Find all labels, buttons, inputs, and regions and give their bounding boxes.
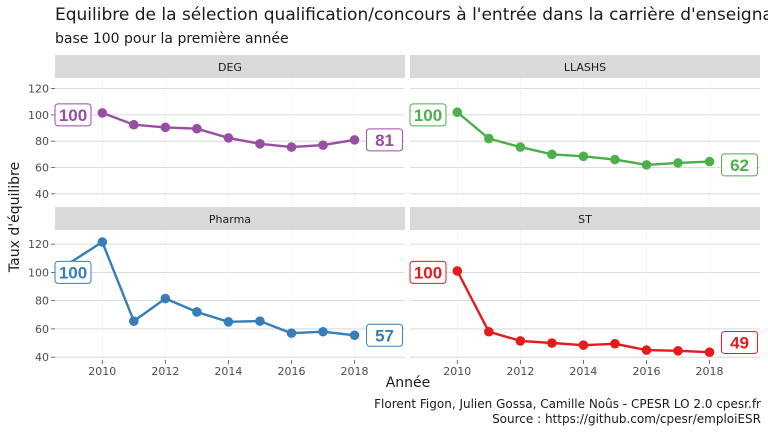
panel-st: ST 2010 2012 2014 2016 2018 100 49 (409, 207, 760, 378)
end-value-label: 57 (375, 326, 394, 345)
data-point-2014 (578, 151, 589, 162)
end-value-label-box (366, 128, 404, 152)
y-tick-label: 120 (28, 83, 49, 96)
facet-strip-label: Pharma (209, 213, 251, 226)
data-point-2018 (349, 135, 360, 145)
y-tick-label: 80 (35, 295, 49, 308)
y-axis-title: Taux d'équilibre (7, 162, 23, 273)
data-point-2017 (318, 140, 328, 150)
y-tick-label: 100 (28, 266, 49, 279)
data-point-2015 (255, 316, 265, 326)
caption-source: Source : https://github.com/cpesr/emploi… (492, 412, 761, 426)
start-value-label-box (409, 103, 447, 127)
facet-strip-label: DEG (218, 61, 242, 74)
panels: DEG 40 60 80 100 120 100 81 LLASHS 100 62 Pharma 40 6… (28, 55, 760, 378)
data-point-2018 (704, 156, 715, 167)
series-pharma (55, 237, 360, 341)
y-tick-label: 60 (35, 323, 49, 336)
y-tick-label: 60 (35, 162, 49, 175)
data-point-2018 (704, 347, 715, 358)
data-point-2017 (318, 326, 328, 337)
y-tick-label: 120 (28, 238, 49, 251)
data-point-2016 (641, 160, 652, 170)
data-point-2016 (286, 142, 297, 152)
data-point-2018 (349, 330, 360, 341)
data-point-2012 (160, 293, 171, 304)
x-axis-title: Année (386, 375, 431, 391)
x-tick-label: 2018 (341, 365, 369, 378)
data-point-2014 (223, 317, 234, 327)
data-point-2017 (673, 346, 683, 356)
data-point-2010 (97, 108, 108, 118)
facet-strip (410, 55, 760, 78)
data-point-2012 (515, 336, 526, 346)
x-tick-label: 2012 (506, 365, 534, 378)
data-point-2015 (610, 154, 620, 165)
series-line (55, 240, 355, 337)
data-point-2014 (223, 133, 234, 143)
panel-pharma: Pharma 40 60 80 100 120 2010 2012 2014 2016 2018 10… (28, 207, 405, 378)
facet-strip-label: ST (578, 213, 592, 226)
end-value-label: 81 (375, 131, 394, 150)
y-tick-label: 80 (35, 135, 49, 148)
data-point-2012 (515, 142, 526, 152)
y-tick-label: 100 (28, 109, 49, 122)
panel-llashs: LLASHS 100 62 (409, 55, 760, 207)
data-point-2011 (129, 119, 139, 130)
x-tick-label: 2016 (632, 365, 660, 378)
y-tick-label: 40 (35, 351, 49, 364)
series-deg (97, 108, 360, 152)
series-llashs (452, 107, 715, 170)
end-value-label: 49 (730, 333, 749, 352)
y-tick-label: 40 (35, 188, 49, 201)
data-point-2013 (547, 149, 557, 160)
data-point-2015 (610, 338, 620, 349)
data-point-2016 (641, 345, 652, 355)
data-point-2016 (286, 328, 297, 338)
data-point-2011 (484, 326, 494, 337)
data-point-2010 (452, 107, 463, 118)
data-point-2015 (255, 139, 265, 149)
end-value-label: 62 (730, 156, 749, 175)
end-value-label-box (721, 330, 759, 354)
end-value-label-box (366, 323, 404, 347)
data-point-2013 (547, 338, 557, 348)
series-st (452, 266, 715, 358)
data-point-2017 (673, 158, 683, 168)
start-value-label: 100 (414, 263, 442, 282)
chart-subtitle: base 100 pour la première année (55, 31, 289, 47)
chart-title: Equilibre de la sélection qualification/… (55, 5, 768, 25)
start-value-label: 100 (59, 263, 87, 282)
start-value-label: 100 (414, 106, 442, 125)
panel-deg: DEG 40 60 80 100 120 100 81 (28, 55, 405, 207)
x-tick-label: 2014 (569, 365, 597, 378)
facet-strip (55, 207, 405, 230)
start-value-label-box (409, 260, 447, 284)
data-point-2011 (484, 133, 494, 144)
end-value-label-box (721, 153, 759, 177)
data-point-2013 (192, 123, 202, 134)
x-tick-label: 2016 (277, 365, 305, 378)
x-tick-label: 2014 (214, 365, 242, 378)
facet-strip (55, 55, 405, 78)
facet-strip-label: LLASHS (564, 61, 606, 74)
x-tick-label: 2010 (443, 365, 471, 378)
x-tick-label: 2018 (696, 365, 724, 378)
data-point-2014 (578, 340, 589, 350)
data-point-2011 (129, 316, 139, 326)
caption-authors: Florent Figon, Julien Gossa, Camille Noû… (374, 397, 761, 411)
facet-strip (410, 207, 760, 230)
data-point-2010 (452, 266, 463, 276)
x-tick-label: 2010 (88, 365, 116, 378)
data-point-2010 (97, 237, 108, 247)
x-tick-label: 2012 (151, 365, 179, 378)
data-point-2012 (160, 122, 171, 133)
start-value-label: 100 (59, 106, 87, 125)
start-value-label-box (54, 103, 92, 127)
start-value-label-box (54, 260, 92, 284)
data-point-2013 (192, 307, 202, 317)
